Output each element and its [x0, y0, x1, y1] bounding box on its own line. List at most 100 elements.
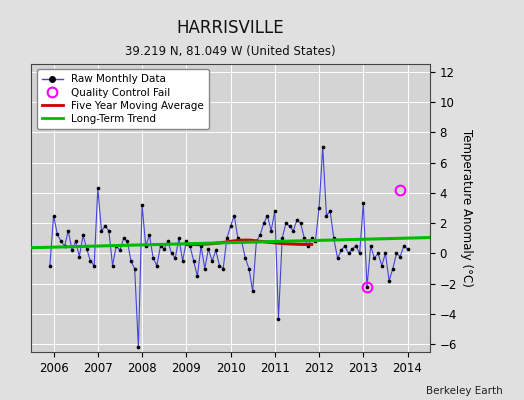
- Point: [315, 205, 323, 211]
- Point: [381, 250, 390, 257]
- Point: [83, 246, 91, 252]
- Point: [105, 228, 113, 234]
- Point: [363, 284, 371, 290]
- Point: [171, 255, 179, 261]
- Point: [193, 273, 202, 280]
- Point: [204, 246, 213, 252]
- Point: [141, 243, 150, 249]
- Point: [94, 185, 102, 192]
- Point: [355, 250, 364, 257]
- Point: [190, 258, 198, 264]
- Point: [326, 208, 334, 214]
- Point: [241, 255, 249, 261]
- Point: [75, 253, 83, 260]
- Point: [127, 258, 135, 264]
- Point: [366, 243, 375, 249]
- Y-axis label: Temperature Anomaly (°C): Temperature Anomaly (°C): [461, 129, 474, 287]
- Point: [212, 247, 220, 254]
- Point: [352, 243, 360, 249]
- Point: [278, 235, 287, 242]
- Point: [270, 208, 279, 214]
- Point: [330, 235, 338, 242]
- Point: [108, 262, 117, 269]
- Point: [149, 255, 157, 261]
- Text: Berkeley Earth: Berkeley Earth: [427, 386, 503, 396]
- Point: [348, 246, 356, 252]
- Point: [308, 235, 316, 242]
- Point: [179, 258, 187, 264]
- Point: [101, 223, 110, 229]
- Text: 39.219 N, 81.049 W (United States): 39.219 N, 81.049 W (United States): [125, 46, 336, 58]
- Point: [403, 246, 412, 252]
- Point: [252, 238, 260, 244]
- Point: [374, 250, 382, 257]
- Point: [337, 247, 345, 254]
- Point: [400, 243, 408, 249]
- Point: [385, 278, 394, 284]
- Point: [152, 262, 161, 269]
- Point: [256, 232, 264, 238]
- Point: [112, 243, 121, 249]
- Point: [49, 212, 58, 219]
- Point: [333, 255, 342, 261]
- Point: [234, 235, 242, 242]
- Point: [263, 212, 271, 219]
- Point: [174, 235, 183, 242]
- Point: [182, 238, 191, 244]
- Point: [138, 202, 146, 208]
- Point: [97, 228, 106, 234]
- Point: [286, 223, 294, 229]
- Point: [322, 212, 331, 219]
- Point: [259, 220, 268, 226]
- Point: [145, 232, 154, 238]
- Point: [215, 262, 224, 269]
- Point: [219, 266, 227, 272]
- Point: [163, 238, 172, 244]
- Point: [116, 247, 124, 254]
- Point: [311, 238, 320, 244]
- Point: [378, 262, 386, 269]
- Point: [223, 235, 231, 242]
- Point: [71, 238, 80, 244]
- Point: [53, 230, 61, 237]
- Point: [123, 238, 132, 244]
- Point: [186, 243, 194, 249]
- Text: HARRISVILLE: HARRISVILLE: [177, 19, 285, 37]
- Point: [60, 243, 69, 249]
- Point: [79, 232, 88, 238]
- Point: [64, 228, 72, 234]
- Point: [282, 220, 290, 226]
- Point: [359, 200, 367, 207]
- Point: [57, 238, 65, 244]
- Point: [304, 243, 312, 249]
- Point: [208, 258, 216, 264]
- Point: [389, 266, 397, 272]
- Point: [119, 235, 128, 242]
- Legend: Raw Monthly Data, Quality Control Fail, Five Year Moving Average, Long-Term Tren: Raw Monthly Data, Quality Control Fail, …: [37, 69, 209, 129]
- Point: [370, 255, 378, 261]
- Point: [344, 250, 353, 257]
- Point: [197, 243, 205, 249]
- Point: [248, 288, 257, 294]
- Point: [300, 235, 309, 242]
- Point: [274, 316, 282, 322]
- Point: [68, 247, 76, 254]
- Point: [167, 250, 176, 257]
- Point: [46, 262, 54, 269]
- Point: [297, 220, 305, 226]
- Point: [289, 228, 298, 234]
- Point: [230, 212, 238, 219]
- Point: [130, 266, 139, 272]
- Point: [319, 144, 327, 150]
- Point: [396, 253, 405, 260]
- Point: [156, 243, 165, 249]
- Point: [341, 243, 349, 249]
- Point: [293, 217, 301, 223]
- Point: [86, 258, 95, 264]
- Point: [90, 262, 99, 269]
- Point: [160, 246, 168, 252]
- Point: [201, 266, 209, 272]
- Point: [134, 344, 143, 351]
- Point: [245, 266, 253, 272]
- Point: [392, 250, 401, 257]
